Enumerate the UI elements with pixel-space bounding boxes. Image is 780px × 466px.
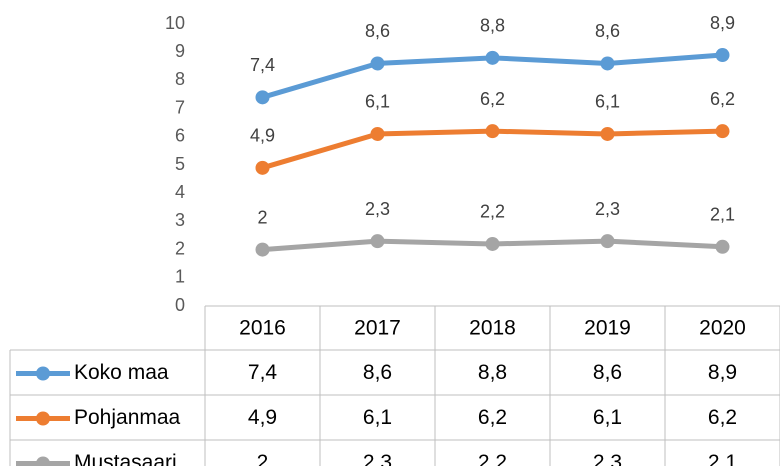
table-cell: 8,8 — [478, 361, 507, 384]
y-tick-label: 6 — [175, 126, 185, 146]
y-tick-label: 5 — [175, 154, 185, 174]
table-cell: 2,3 — [593, 451, 622, 466]
table-cell: 6,2 — [478, 406, 507, 429]
data-point — [600, 234, 615, 249]
table-cell: 7,4 — [248, 361, 278, 384]
data-label: 8,8 — [480, 16, 505, 36]
legend-label: Pohjanmaa — [74, 406, 181, 429]
data-point — [255, 160, 270, 175]
data-point — [600, 126, 615, 141]
table-cell: 2,1 — [708, 451, 737, 466]
legend-marker — [36, 366, 50, 381]
data-label: 7,4 — [250, 55, 275, 75]
data-point — [485, 124, 500, 139]
data-label: 6,1 — [365, 92, 390, 112]
y-tick-label: 4 — [175, 182, 185, 202]
y-tick-label: 2 — [175, 238, 185, 258]
x-tick-label: 2019 — [584, 317, 631, 340]
data-label: 4,9 — [250, 126, 275, 146]
table-cell: 2 — [257, 451, 269, 466]
y-tick-label: 10 — [165, 13, 185, 33]
data-point — [255, 90, 270, 105]
data-label: 8,6 — [595, 21, 620, 41]
legend-marker — [36, 456, 50, 466]
data-point — [485, 50, 500, 65]
legend-marker — [36, 411, 50, 426]
data-label: 6,2 — [710, 89, 735, 109]
table-cell: 6,2 — [708, 406, 737, 429]
x-tick-label: 2016 — [239, 317, 286, 340]
table-cell: 8,9 — [708, 361, 737, 384]
y-tick-label: 7 — [175, 97, 185, 117]
table-cell: 6,1 — [363, 406, 392, 429]
y-tick-label: 1 — [175, 267, 185, 287]
table-cell: 8,6 — [593, 361, 622, 384]
data-point — [715, 124, 730, 139]
data-point — [715, 239, 730, 254]
data-label: 2,3 — [365, 199, 390, 219]
data-point — [255, 242, 270, 257]
y-tick-label: 0 — [175, 295, 185, 315]
legend-label: Koko maa — [74, 361, 169, 384]
data-label: 2,3 — [595, 199, 620, 219]
x-tick-label: 2017 — [354, 317, 401, 340]
data-label: 6,1 — [595, 92, 620, 112]
data-label: 8,9 — [710, 13, 735, 33]
data-point — [715, 48, 730, 63]
data-point — [370, 56, 385, 71]
data-label: 2,1 — [710, 205, 735, 225]
x-tick-label: 2020 — [699, 317, 746, 340]
data-point — [485, 236, 500, 251]
data-label: 2 — [257, 207, 267, 227]
data-label: 6,2 — [480, 89, 505, 109]
data-label: 8,6 — [365, 21, 390, 41]
table-cell: 4,9 — [248, 406, 277, 429]
data-point — [370, 234, 385, 249]
table-cell: 8,6 — [363, 361, 392, 384]
legend-label: Mustasaari — [74, 451, 177, 466]
table-cell: 2,3 — [363, 451, 392, 466]
y-tick-label: 3 — [175, 210, 185, 230]
table-cell: 6,1 — [593, 406, 622, 429]
x-tick-label: 2018 — [469, 317, 516, 340]
data-point — [600, 56, 615, 71]
data-label: 2,2 — [480, 202, 505, 222]
y-tick-label: 8 — [175, 69, 185, 89]
data-point — [370, 126, 385, 141]
table-cell: 2,2 — [478, 451, 507, 466]
y-tick-label: 9 — [175, 41, 185, 61]
